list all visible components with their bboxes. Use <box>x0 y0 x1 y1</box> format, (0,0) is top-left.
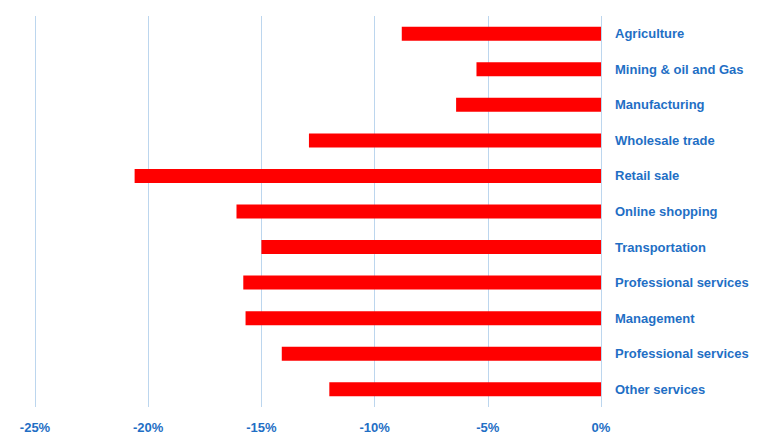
svg-text:Wholesale trade: Wholesale trade <box>615 133 715 148</box>
svg-text:-10%: -10% <box>359 420 390 435</box>
svg-text:Transportation: Transportation <box>615 240 706 255</box>
svg-text:-25%: -25% <box>20 420 51 435</box>
svg-text:Mining & oil and Gas: Mining & oil and Gas <box>615 62 744 77</box>
svg-text:Agriculture: Agriculture <box>615 26 684 41</box>
svg-text:Manufacturing: Manufacturing <box>615 97 705 112</box>
svg-text:-20%: -20% <box>133 420 164 435</box>
svg-text:-15%: -15% <box>246 420 277 435</box>
svg-text:0%: 0% <box>592 420 611 435</box>
svg-text:Professional services: Professional services <box>615 346 749 361</box>
svg-text:Retail sale: Retail sale <box>615 168 679 183</box>
svg-text:Online shopping: Online shopping <box>615 204 718 219</box>
svg-text:-5%: -5% <box>476 420 500 435</box>
svg-text:Management: Management <box>615 311 695 326</box>
svg-text:Other services: Other services <box>615 382 705 397</box>
svg-text:Professional services: Professional services <box>615 275 749 290</box>
